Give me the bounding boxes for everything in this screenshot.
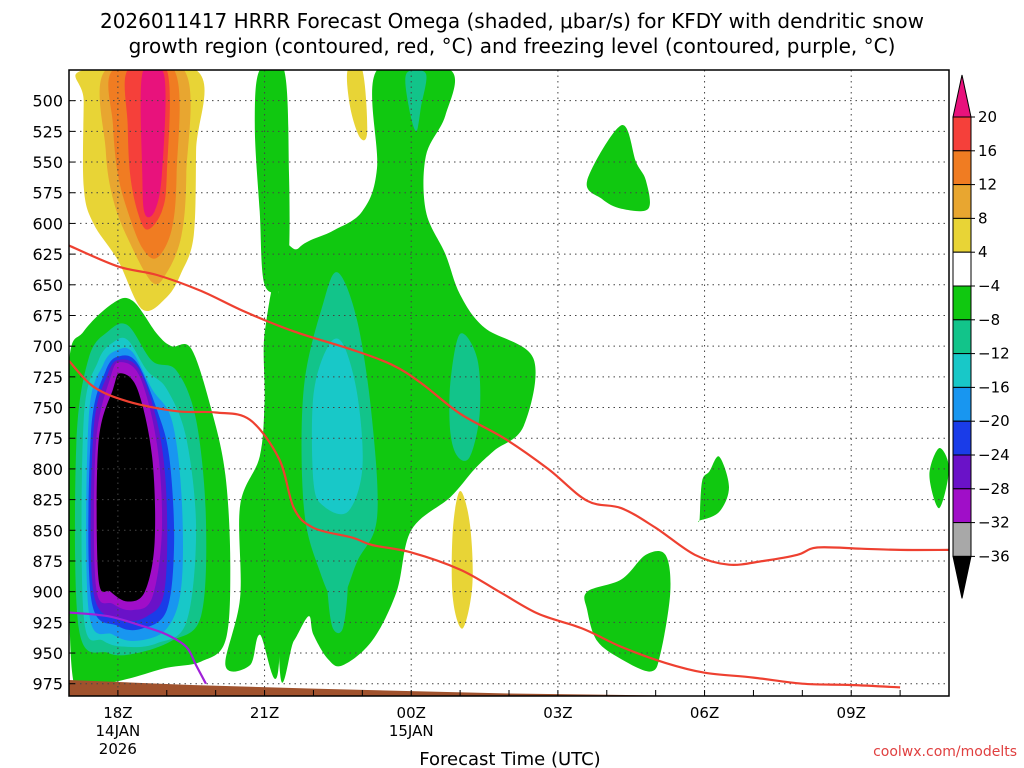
y-tick-label-500: 500 [32,92,63,111]
x-axis-label: Forecast Time (UTC) [419,749,600,768]
x-tick-label-06Z-0: 06Z [690,704,719,722]
colorbar-label-12: −32 [978,514,1010,532]
chart-title-line-2: growth region (contoured, red, °C) and f… [129,34,896,58]
contour-dgz-upper [69,244,949,566]
chart-title-line-1: 2026011417 HRRR Forecast Omega (shaded, … [100,9,924,33]
colorbar-bin-8-12 [952,184,972,219]
x-tick-label-00Z-1: 15JAN [389,722,434,740]
y-axis-ticks: 500 525 550 575 600 625 650 675 700 725 750 775 800 8… [32,92,75,694]
colorbar-label-5: −4 [978,277,1000,295]
x-tick-label-09Z-0: 09Z [837,704,866,722]
omega-region-cell-0530-0 [698,456,729,523]
colorbar-bin--36--32 [952,522,972,557]
y-tick-label-750: 750 [32,399,63,418]
colorbar-label-13: −36 [978,547,1010,565]
colorbar-label-3: 8 [978,209,988,227]
y-tick-label-575: 575 [32,184,63,203]
x-tick-label-21Z-0: 21Z [250,704,279,722]
y-tick-label-825: 825 [32,491,63,510]
y-tick-label-700: 700 [32,337,63,356]
y-tick-label-775: 775 [32,429,63,448]
colorbar-label-0: 20 [978,108,997,126]
colorbar-bin-16-20 [952,116,972,152]
colorbar-bin--28--24 [952,454,972,490]
colorbar-bin-4-8 [952,217,972,253]
y-tick-label-675: 675 [32,306,63,325]
y-tick-label-600: 600 [32,214,63,233]
colorbar-label-7: −12 [978,345,1010,363]
gridlines-layer [68,70,950,696]
colorbar-label-8: −16 [978,378,1010,396]
x-tick-label-00Z-0: 00Z [397,704,426,722]
y-tick-label-950: 950 [32,644,63,663]
contour-freezing-level [69,611,207,685]
omega-region-upper-strip-0 [254,70,290,293]
omega-shading-layer [69,70,949,696]
colorbar-label-11: −28 [978,480,1010,498]
colorbar-bin--8--4 [952,285,972,321]
colorbar-bin--24--20 [952,420,972,456]
y-tick-label-975: 975 [32,675,63,694]
omega-region-band-west-0 [225,277,282,679]
terrain-layer [69,680,949,696]
y-tick-label-650: 650 [32,276,63,295]
colorbar-label-6: −8 [978,311,1000,329]
colorbar-label-4: 4 [978,243,988,261]
colorbar-bin--4-4 [952,251,972,287]
colorbar-label-9: −20 [978,412,1010,430]
colorbar-bottom-arrow [952,555,972,599]
credit-text: coolwx.com/modelts [873,744,1017,760]
y-tick-label-850: 850 [32,521,63,540]
y-tick-label-550: 550 [32,153,63,172]
colorbar-label-1: 16 [978,142,997,160]
y-tick-label-725: 725 [32,368,63,387]
colorbar-bin--20--16 [952,386,972,422]
contour-dgz-lower [69,360,901,689]
y-tick-label-800: 800 [32,460,63,479]
colorbar-bin--32--28 [952,488,972,524]
x-tick-label-18Z-2: 2026 [99,740,137,758]
omega-region-ascent-2145-0 [346,70,368,141]
x-tick-label-03Z-0: 03Z [543,704,572,722]
colorbar: 20 16 12 8 4 −4 −8 −12 −16 −20 −24 −28 −32 −36 [952,74,1010,599]
omega-region-cell-0420-low-0 [584,550,671,672]
omega-region-ascent-top-4 [140,70,166,218]
omega-region-ascent-0100-0 [451,490,473,629]
contour-layer [69,244,949,689]
y-tick-label-525: 525 [32,122,63,141]
omega-region-cell-1000-0 [929,448,949,509]
y-tick-label-875: 875 [32,552,63,571]
plot-frame [68,69,950,697]
omega-region-band-main-5 [449,333,481,461]
y-tick-label-900: 900 [32,583,63,602]
omega-region-band-main-2 [311,338,363,515]
terrain-fill [69,680,949,696]
y-tick-label-925: 925 [32,613,63,632]
colorbar-label-10: −24 [978,446,1010,464]
omega-region-band-main-3 [326,554,348,634]
colorbar-bin--16--12 [952,353,972,388]
x-tick-label-18Z-1: 14JAN [96,722,141,740]
colorbar-bin--12--8 [952,319,972,355]
omega-region-upward-core-7 [96,373,156,602]
y-tick-label-625: 625 [32,245,63,264]
x-tick-label-18Z-0: 18Z [103,704,132,722]
colorbar-bin-12-16 [952,150,972,186]
omega-region-cell-0430-0 [586,124,650,212]
colorbar-label-2: 12 [978,176,997,194]
